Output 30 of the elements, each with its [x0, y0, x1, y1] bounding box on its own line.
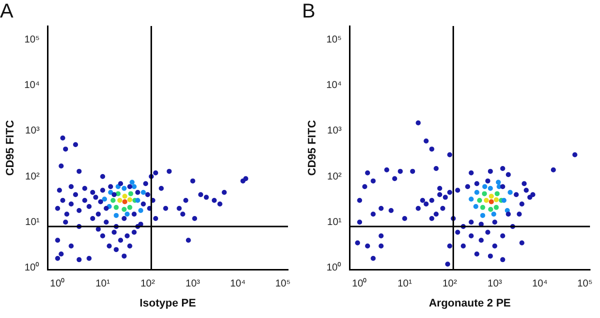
x-tick-label: 10⁵ — [577, 278, 593, 290]
y-tick-label: 10⁵ — [326, 34, 342, 46]
chart-title: A — [0, 0, 14, 23]
x-tick-label: 10⁴ — [532, 278, 548, 290]
y-tick-label: 10⁵ — [24, 34, 40, 46]
x-axis-title: Argonaute 2 PE — [428, 297, 511, 310]
x-tick-label: 10² — [140, 278, 156, 290]
y-tick-label: 10¹ — [25, 216, 40, 228]
x-tick-label: 10¹ — [95, 278, 111, 290]
y-tick-label: 10⁴ — [326, 80, 342, 92]
y-tick-label: 10³ — [327, 126, 342, 137]
y-tick-label: 10² — [25, 171, 40, 182]
x-tick-label: 10³ — [488, 278, 503, 290]
x-axis-title: Isotype PE — [140, 297, 196, 310]
y-tick-label: 10⁰ — [326, 261, 342, 274]
x-tick-label: 10⁴ — [230, 278, 246, 290]
x-tick-label: 10³ — [186, 278, 201, 290]
y-tick-label: 10³ — [25, 126, 40, 137]
y-tick-label: 10² — [327, 171, 342, 182]
x-tick-label: 10¹ — [397, 278, 413, 290]
y-axis-title: CD95 FITC — [4, 120, 17, 176]
x-tick-label: 10⁵ — [275, 278, 291, 290]
x-tick-label: 10² — [442, 278, 458, 290]
x-tick-label: 10⁰ — [50, 278, 66, 290]
y-tick-label: 10⁴ — [24, 80, 40, 92]
chart-title: B — [302, 0, 316, 23]
y-tick-label: 10¹ — [327, 216, 342, 228]
y-tick-label: 10⁰ — [24, 261, 40, 274]
y-axis-title: CD95 FITC — [306, 120, 319, 176]
x-tick-label: 10⁰ — [352, 278, 368, 290]
